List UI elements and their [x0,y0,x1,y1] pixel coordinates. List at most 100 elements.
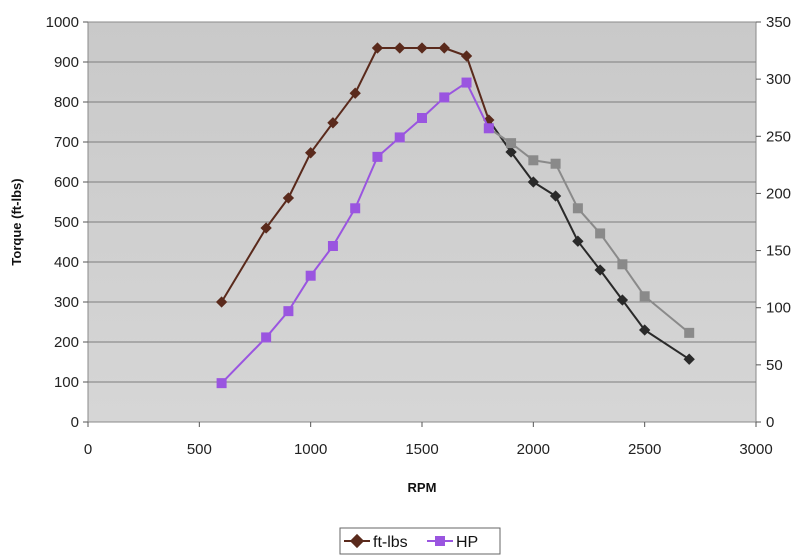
data-point [683,353,695,365]
data-point [215,296,228,308]
data-point [216,378,227,389]
y-tick-label: 700 [54,134,79,151]
gridlines [88,61,756,383]
data-point [305,147,317,159]
data-point [506,138,517,149]
x-tick-label: 500 [187,441,212,458]
data-point [483,123,494,134]
series-segment [621,263,646,298]
data-point [549,190,562,202]
data-point [439,92,450,103]
series-segment [354,155,379,210]
series-segment [643,295,691,334]
series-segment [465,55,490,121]
series-segment [331,92,357,124]
y2-tick-label: 50 [766,357,783,374]
data-point [416,42,428,54]
series-segment [287,151,312,199]
series-segment [309,121,334,154]
y-tick-label: 400 [54,254,79,271]
x-axis-ticks: 0 500 1000 1500 2000 2500 3000 [84,422,773,458]
y-tick-label: 300 [54,294,79,311]
data-point [327,241,338,251]
series-segment [554,195,579,243]
data-point [461,77,472,88]
data-point [261,332,272,343]
series-segment [599,269,624,301]
series-segment [643,329,691,361]
data-point [282,192,295,204]
y2-tick-label: 0 [766,414,774,431]
y-tick-label: 0 [71,414,79,431]
data-point [594,264,606,276]
legend-ftlbs-label: ft-lbs [373,534,408,551]
series-segment [576,240,602,271]
y-tick-label: 200 [54,334,79,351]
data-point [283,306,294,317]
x-tick-label: 1500 [405,441,438,458]
data-point [684,327,695,338]
series-segment [510,151,535,183]
x-tick-label: 0 [84,441,92,458]
series-segment [465,81,490,130]
x-tick-label: 2500 [628,441,661,458]
y2-tick-label: 100 [766,300,791,317]
series-segment [220,227,268,303]
data-point [572,235,584,247]
data-point [572,203,583,214]
data-point [595,228,606,239]
x-axis-title: RPM [408,480,437,495]
series-segment [621,299,646,331]
series-segment [265,197,290,229]
data-point [616,294,629,306]
y-tick-label: 900 [54,54,79,71]
y-axis-ticks: 0 100 200 300 400 500 600 700 800 900 1000 [46,14,88,431]
data-point [305,270,316,281]
y2-tick-label: 300 [766,71,791,88]
legend-hp-marker [435,536,445,546]
data-point [527,176,539,188]
series-segment [354,47,379,95]
y2-axis-ticks: 0 50 100 150 200 250 300 350 [756,14,791,431]
legend: ft-lbs HP [339,527,501,555]
series-segment [287,274,312,313]
x-tick-label: 2000 [517,441,550,458]
data-point [394,132,405,143]
data-point [350,203,361,214]
data-point [438,42,450,54]
y-tick-label: 800 [54,94,79,111]
x-tick-label: 3000 [739,441,772,458]
series-segment [220,336,268,385]
data-point [394,42,406,54]
series-segment [554,162,579,210]
y2-tick-label: 250 [766,128,791,145]
y2-tick-label: 150 [766,243,791,260]
data-point [371,42,384,54]
data-point [528,155,539,166]
series-hp [216,77,695,389]
series-segment [331,207,357,247]
series-segment [532,181,557,197]
y-tick-label: 1000 [46,14,79,31]
y2-tick-label: 200 [766,185,791,202]
y2-tick-label: 350 [766,14,791,31]
data-point [550,158,561,169]
y-axis-title: Torque (ft-lbs) [9,178,24,265]
data-point [639,324,651,336]
data-point [260,222,272,234]
data-point [617,259,628,270]
series-layer [215,42,695,389]
legend-hp-label: HP [456,534,478,551]
series-segment [599,232,624,266]
y-tick-label: 500 [54,214,79,231]
x-tick-label: 1000 [294,441,327,458]
data-point [460,50,473,62]
data-point [417,113,427,123]
data-point [639,291,650,302]
data-point [505,146,517,158]
legend-ftlbs-marker [349,533,365,549]
y-tick-label: 600 [54,174,79,191]
y-tick-label: 100 [54,374,79,391]
data-point [372,151,383,162]
